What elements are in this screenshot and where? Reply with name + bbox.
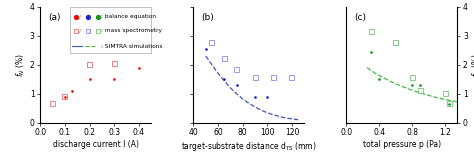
Point: [98, 42, 106, 44]
Point: [441, 92, 449, 95]
Point: [446, 102, 453, 105]
Point: [61, 95, 69, 98]
Point: [417, 89, 424, 92]
Point: [446, 102, 453, 105]
X-axis label: discharge current I (A): discharge current I (A): [53, 140, 139, 149]
Point: [202, 47, 210, 50]
Point: [69, 89, 76, 92]
Point: [392, 42, 400, 44]
Point: [110, 62, 118, 65]
Point: [409, 84, 416, 86]
Point: [367, 30, 375, 33]
Point: [264, 95, 271, 98]
Point: [208, 42, 216, 44]
Point: [288, 76, 296, 79]
Y-axis label: $f_N$ (%): $f_N$ (%): [15, 53, 27, 77]
Point: [49, 102, 56, 105]
Point: [409, 76, 416, 79]
Point: [367, 50, 375, 53]
Y-axis label: $f_N$ (%): $f_N$ (%): [471, 53, 474, 77]
Point: [220, 57, 228, 60]
Point: [86, 63, 93, 66]
X-axis label: target-substrate distance d$_{TS}$ (mm): target-substrate distance d$_{TS}$ (mm): [181, 140, 317, 153]
Point: [251, 95, 259, 98]
Point: [233, 84, 240, 86]
X-axis label: total pressure p (Pa): total pressure p (Pa): [363, 140, 441, 149]
Point: [375, 78, 383, 80]
Text: (a): (a): [48, 13, 61, 22]
Point: [220, 78, 228, 80]
Point: [417, 84, 424, 86]
Point: [135, 66, 143, 69]
Point: [233, 68, 240, 70]
Point: [251, 76, 259, 79]
Point: [86, 78, 93, 80]
Point: [110, 78, 118, 80]
Point: [61, 95, 69, 98]
Point: [270, 76, 277, 79]
Text: (c): (c): [354, 13, 366, 22]
Text: (b): (b): [201, 13, 214, 22]
